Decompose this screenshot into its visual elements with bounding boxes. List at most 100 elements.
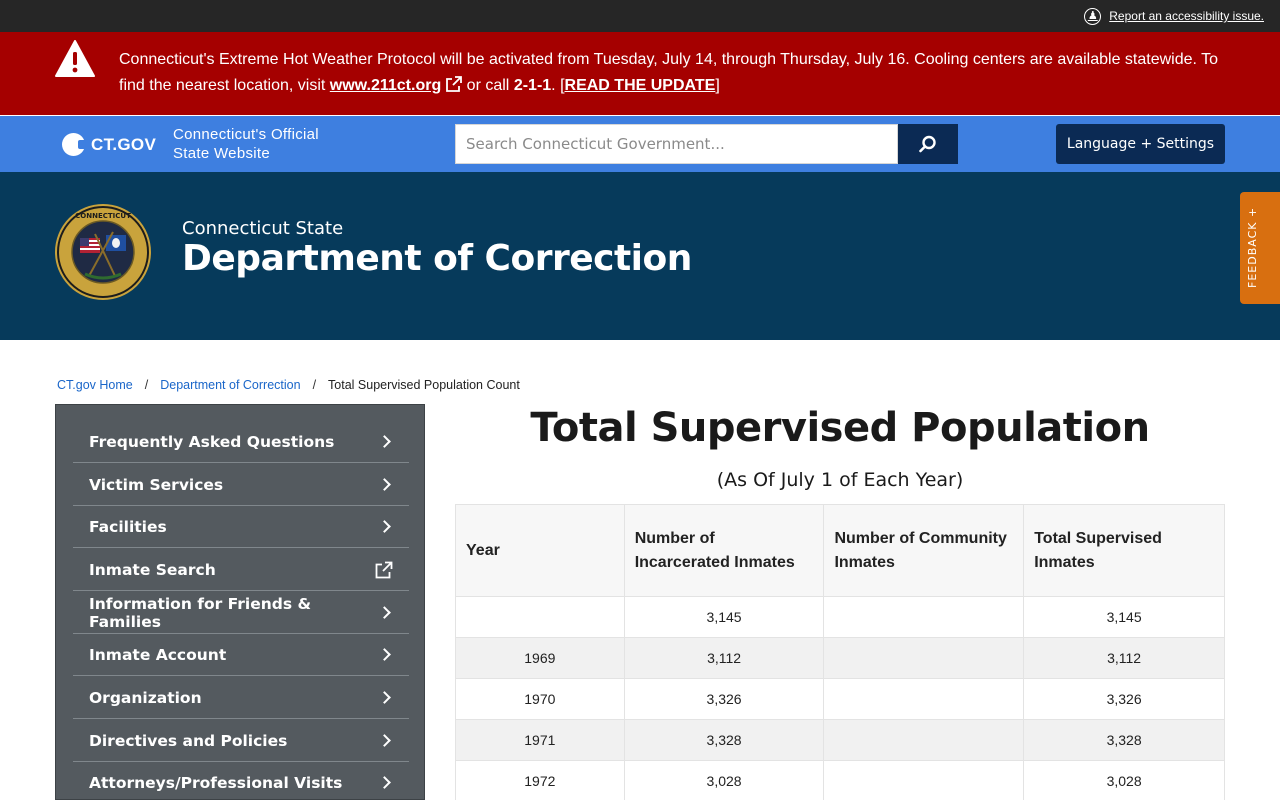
table-cell: 3,145 [623,596,825,638]
table-cell: 3,328 [623,719,825,761]
search-button[interactable] [898,124,958,164]
table-cell: 3,112 [623,637,825,679]
ctgov-global-bar: CT.GOV Connecticut's Official State Webs… [0,116,1280,172]
ctgov-logo-icon [62,133,87,156]
ctgov-logo-text: CT.GOV [91,134,157,154]
sidebar-nav: Frequently Asked Questions Victim Servic… [55,404,425,800]
sidebar-item-label: Directives and Policies [89,731,288,750]
sidebar-item-label: Facilities [89,517,167,536]
breadcrumb-separator: / [312,378,317,392]
sidebar-item-directives[interactable]: Directives and Policies [73,720,409,762]
population-table: Year Number of Incarcerated Inmates Numb… [455,504,1225,800]
language-settings-button[interactable]: Language + Settings [1056,124,1225,164]
sidebar-item-label: Frequently Asked Questions [89,432,335,451]
table-cell [823,678,1025,720]
agency-header: CONNECTICUT Connecticut State Department… [0,172,1280,340]
table-cell [823,760,1025,800]
table-row: 3,145 3,145 [455,596,1225,638]
accessibility-link-label: Report an accessibility issue. [1109,9,1264,23]
utility-bar: ♟ Report an accessibility issue. [0,0,1280,32]
search-input[interactable] [455,124,898,164]
sidebar-item-label: Attorneys/Professional Visits [89,773,343,792]
sidebar-item-inmate-search[interactable]: Inmate Search [73,549,409,591]
page-subtitle: (As Of July 1 of Each Year) [716,469,964,491]
table-row: 1972 3,028 3,028 [455,760,1225,800]
external-link-icon [446,76,463,92]
alert-message: Connecticut's Extreme Hot Weather Protoc… [119,47,1229,99]
table-cell [823,719,1025,761]
ctgov-tagline-line1: Connecticut's Official [173,126,319,143]
alert-text-end: ] [715,77,720,94]
sidebar-item-facilities[interactable]: Facilities [73,506,409,548]
sidebar-item-organization[interactable]: Organization [73,677,409,719]
column-header-year: Year [455,504,625,597]
ctgov-logo[interactable]: CT.GOV [62,133,156,156]
sidebar-item-label: Victim Services [89,475,224,494]
ctgov-tagline-line2: State Website [173,145,271,162]
accessibility-icon: ♟ [1084,7,1102,25]
sidebar-item-faq[interactable]: Frequently Asked Questions [73,421,409,463]
column-header-community: Number of Community Inmates [823,504,1025,597]
sidebar-item-attorneys[interactable]: Attorneys/Professional Visits [73,762,409,799]
table-row: 1970 3,326 3,326 [455,678,1225,720]
breadcrumb-current: Total Supervised Population Count [328,378,520,392]
table-cell: 1972 [455,760,625,800]
department-seal-logo[interactable]: CONNECTICUT [55,204,151,300]
feedback-tab-label: FEEDBACK + [1246,206,1259,288]
sidebar-item-label: Organization [89,688,202,707]
alert-text-middle: or call [462,77,514,94]
table-header-row: Year Number of Incarcerated Inmates Numb… [455,504,1225,597]
sidebar-item-friends-families[interactable]: Information for Friends & Families [73,592,409,634]
table-cell: 1970 [455,678,625,720]
table-cell: 1971 [455,719,625,761]
alert-phone: 2-1-1 [513,77,552,94]
external-link-icon [375,561,393,578]
table-cell: 3,145 [1023,596,1225,638]
agency-subtitle: Connecticut State [182,218,344,239]
breadcrumb-separator: / [144,378,149,392]
sidebar-item-inmate-account[interactable]: Inmate Account [73,634,409,676]
table-row: 1971 3,328 3,328 [455,719,1225,761]
chevron-right-icon [378,648,391,661]
table-cell: 3,326 [1023,678,1225,720]
sidebar-item-label: Information for Friends & Families [89,594,312,631]
chevron-right-icon [378,478,391,491]
table-cell [455,596,625,638]
table-cell: 3,326 [623,678,825,720]
ctgov-tagline: Connecticut's Official State Website [173,125,319,163]
alert-text-after: . [ [551,77,565,94]
table-row: 1969 3,112 3,112 [455,637,1225,679]
svg-text:CONNECTICUT: CONNECTICUT [75,212,131,220]
warning-icon [55,40,95,77]
table-cell: 3,112 [1023,637,1225,679]
read-update-link[interactable]: READ THE UPDATE [564,77,716,94]
emergency-alert-banner: Connecticut's Extreme Hot Weather Protoc… [0,32,1280,115]
table-cell: 1969 [455,637,625,679]
chevron-right-icon [378,734,391,747]
alert-text-before: Connecticut's Extreme Hot Weather Protoc… [119,51,1219,94]
column-header-incarcerated: Number of Incarcerated Inmates [623,504,825,597]
table-cell: 3,028 [623,760,825,800]
table-cell: 3,028 [1023,760,1225,800]
accessibility-report-link[interactable]: ♟ Report an accessibility issue. [1084,5,1264,27]
search-icon [919,135,936,153]
sidebar-item-victim-services[interactable]: Victim Services [73,464,409,506]
chevron-right-icon [378,435,391,448]
chevron-right-icon [378,691,391,704]
breadcrumb: CT.gov Home / Department of Correction /… [57,378,520,392]
table-cell: 3,328 [1023,719,1225,761]
table-cell [823,596,1025,638]
page-title: Total Supervised Population [530,405,1150,451]
column-header-total: Total Supervised Inmates [1023,504,1225,597]
sidebar-item-label: Inmate Search [89,560,216,579]
chevron-right-icon [378,520,391,533]
chevron-right-icon [378,776,391,789]
sidebar-item-label: Inmate Account [89,645,227,664]
alert-211-link-label: www.211ct.org [329,77,442,94]
feedback-tab[interactable]: FEEDBACK + [1240,192,1280,304]
breadcrumb-home-link[interactable]: CT.gov Home [57,378,133,392]
agency-title: Department of Correction [182,238,692,279]
alert-211-link[interactable]: www.211ct.org [329,76,463,94]
breadcrumb-dept-link[interactable]: Department of Correction [160,378,301,392]
table-cell [823,637,1025,679]
